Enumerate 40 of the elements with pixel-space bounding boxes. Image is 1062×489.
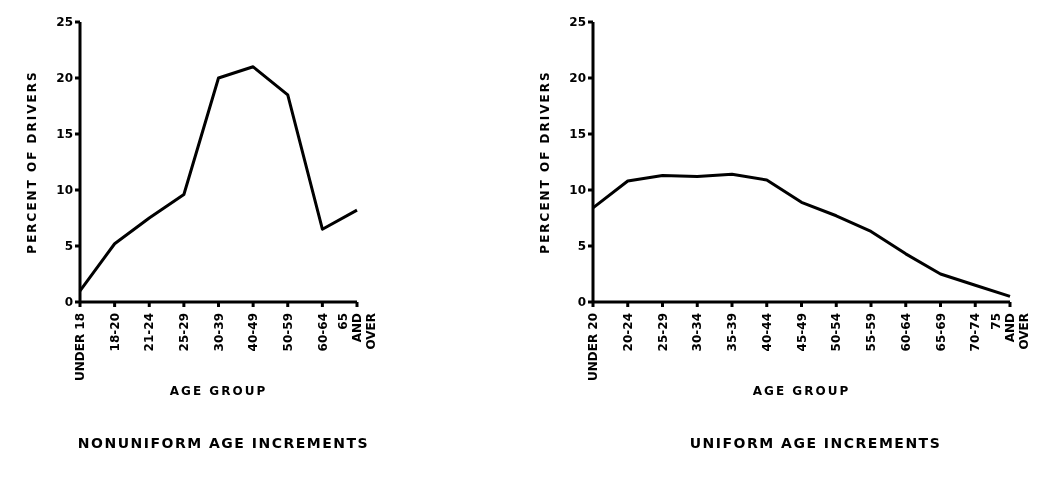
y-tick-label: 15 <box>569 127 586 142</box>
x-tick-label: 60-64 <box>898 313 913 352</box>
x-tick-label: 25-29 <box>177 313 192 352</box>
y-tick-label: 25 <box>56 15 73 30</box>
y-tick-label: 25 <box>569 15 586 30</box>
x-tick-label: 60-64 <box>315 313 330 352</box>
y-tick-label: 20 <box>569 71 586 86</box>
x-axis-title: AGE GROUP <box>168 384 269 398</box>
y-tick-label: 20 <box>56 71 73 86</box>
x-tick-label: 40-49 <box>246 313 261 352</box>
x-tick-label: 30-34 <box>690 313 705 352</box>
x-tick-label: 65-69 <box>933 313 948 352</box>
x-tick-label: 20-24 <box>620 313 635 352</box>
y-tick-label: 0 <box>577 295 586 310</box>
text: UNIFORM AGE INCREMENTS <box>688 435 943 451</box>
x-tick-label: 25-29 <box>655 313 670 352</box>
x-tick-label: UNDER 20 <box>586 313 601 382</box>
y-tick-label: 5 <box>64 239 73 254</box>
x-tick-label: 21-24 <box>142 313 157 352</box>
y-tick-label: 15 <box>56 127 73 142</box>
y-tick-label: 0 <box>64 295 73 310</box>
x-tick-label: 50-59 <box>280 313 295 352</box>
x-tick-label: 55-59 <box>864 313 879 352</box>
x-tick-label: 70-74 <box>968 313 983 352</box>
x-tick-label: 40-44 <box>759 313 774 352</box>
y-tick-label: 10 <box>569 183 586 198</box>
x-tick-label: 75 AND OVER <box>989 312 1032 350</box>
x-tick-label: 50-54 <box>829 313 844 352</box>
y-tick-label: 5 <box>577 239 586 254</box>
x-tick-label: 30-39 <box>211 313 226 352</box>
y-tick-label: 10 <box>56 183 73 198</box>
x-axis-title: AGE GROUP <box>751 384 852 398</box>
text: NONUNIFORM AGE INCREMENTS <box>76 435 371 451</box>
x-tick-label: 65 AND OVER <box>336 312 379 350</box>
x-tick-label: 18-20 <box>107 313 122 352</box>
x-tick-label: UNDER 18 <box>73 313 88 382</box>
x-tick-label: 45-49 <box>794 313 809 352</box>
x-tick-label: 35-39 <box>725 313 740 352</box>
y-axis-title: PERCENT OF DRIVERS <box>538 70 553 254</box>
y-axis-title: PERCENT OF DRIVERS <box>25 70 40 254</box>
